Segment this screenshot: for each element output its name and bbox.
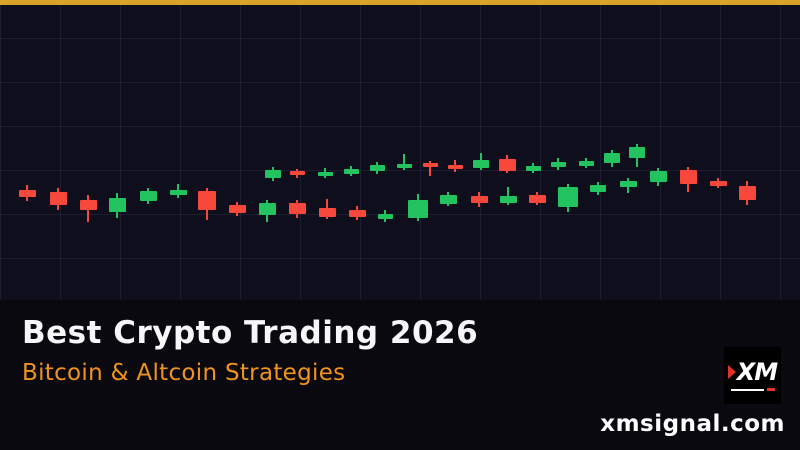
- candle-body: [228, 205, 246, 213]
- candle-body: [377, 214, 393, 219]
- candle-body: [525, 166, 541, 171]
- candle-body: [447, 165, 463, 169]
- candle-wick: [403, 154, 405, 170]
- candle-body: [498, 159, 516, 171]
- candle-body: [649, 171, 667, 182]
- xm-logo-underline: [730, 388, 775, 391]
- candle-body: [288, 203, 306, 214]
- candle-body: [318, 208, 336, 217]
- logo-underline-red: [766, 388, 775, 391]
- top-accent-bar: [0, 0, 800, 5]
- candlestick-chart: [0, 0, 800, 300]
- candles-layer: [18, 144, 756, 222]
- candle-body: [108, 198, 126, 212]
- candle-body: [629, 147, 645, 158]
- candle-body: [198, 191, 216, 210]
- xm-logo: XM: [724, 347, 781, 404]
- candle-body: [258, 203, 276, 215]
- candle-wick: [429, 161, 431, 176]
- candle-body: [343, 169, 359, 174]
- candle-body: [499, 196, 517, 203]
- candle-body: [738, 186, 756, 200]
- logo-triangle-icon: [727, 365, 736, 379]
- candle-body: [470, 196, 488, 203]
- candle-body: [558, 187, 578, 207]
- candle-body: [348, 210, 366, 217]
- xm-logo-text: XM: [736, 358, 778, 386]
- candle-body: [139, 191, 157, 201]
- candle-body: [528, 195, 546, 203]
- candle-body: [265, 170, 281, 178]
- candle-body: [679, 170, 697, 184]
- candle-body: [439, 195, 457, 204]
- candle-body: [79, 200, 97, 210]
- candle-body: [709, 181, 727, 186]
- candle-body: [317, 172, 333, 176]
- candle-body: [396, 164, 412, 168]
- candle-body: [550, 162, 566, 167]
- candle-body: [289, 171, 305, 175]
- banner-subtitle: Bitcoin & Altcoin Strategies: [22, 360, 346, 386]
- candle-body: [422, 163, 438, 167]
- xm-logo-row: XM: [727, 358, 778, 386]
- banner-title: Best Crypto Trading 2026: [22, 315, 479, 351]
- candle-body: [578, 161, 594, 166]
- candle-body: [369, 165, 385, 171]
- candle-body: [619, 181, 637, 187]
- candle-body: [473, 160, 489, 168]
- candle-body: [169, 190, 187, 195]
- candle-body: [590, 185, 606, 192]
- caption-panel: [0, 300, 800, 450]
- candle-body: [18, 190, 36, 197]
- candle-body: [604, 153, 620, 163]
- website-url: xmsignal.com: [600, 411, 785, 437]
- logo-underline-white: [730, 388, 764, 391]
- candle-body: [408, 200, 428, 218]
- candle-body: [49, 192, 67, 205]
